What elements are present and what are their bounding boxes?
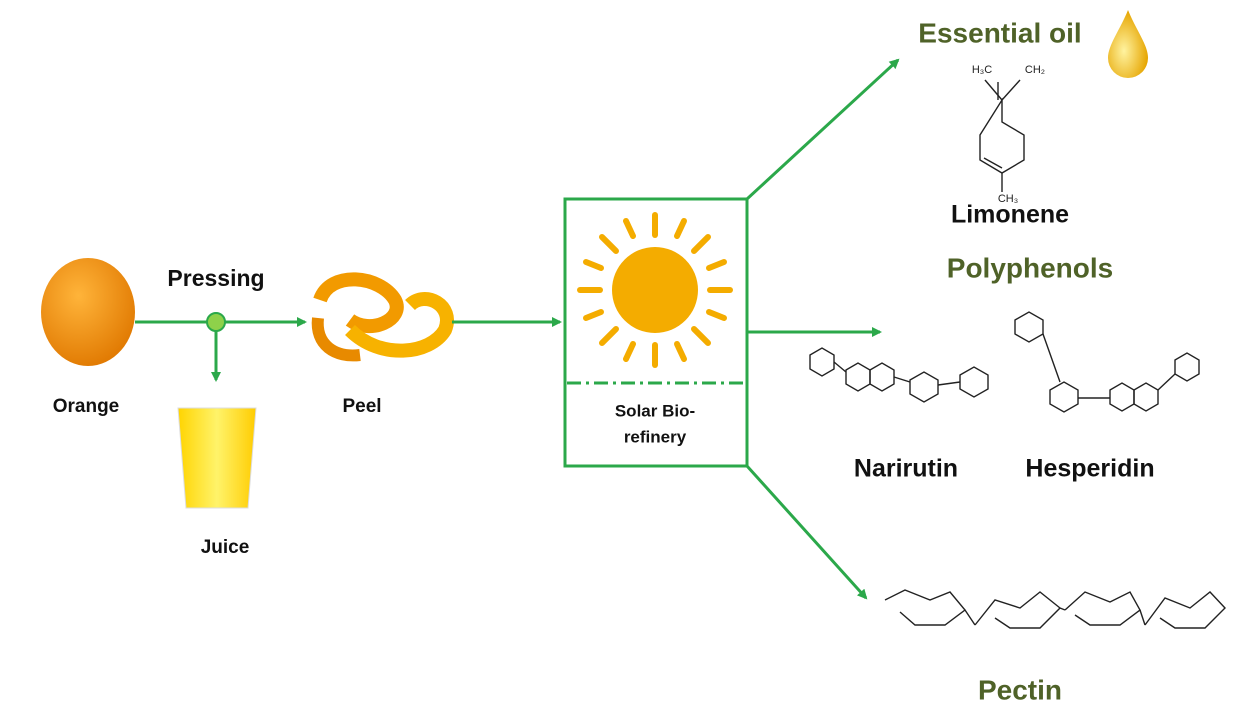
oil-drop-icon	[1108, 10, 1148, 78]
peel-label: Peel	[342, 396, 381, 417]
limonene-structure	[980, 80, 1024, 192]
atom-label: H₃C	[972, 64, 992, 76]
product-title: Essential oil	[918, 17, 1081, 48]
compound-label: Hesperidin	[1025, 455, 1154, 483]
diagram: Orange Pressing Juice Peel Solar Bio- re…	[0, 0, 1251, 712]
compound-label: Limonene	[951, 201, 1069, 229]
peel-icon	[318, 279, 447, 355]
product-title: Pectin	[978, 674, 1062, 705]
pressing-label: Pressing	[167, 265, 264, 291]
product-title: Polyphenols	[947, 252, 1113, 283]
atom-label: CH₂	[1025, 64, 1045, 76]
sun-icon	[580, 215, 730, 365]
arrow	[747, 466, 866, 598]
juice-label: Juice	[201, 537, 250, 558]
orange-label: Orange	[53, 396, 120, 417]
pectin-structure	[885, 590, 1225, 628]
juice-icon	[178, 408, 256, 508]
orange-icon	[41, 258, 135, 366]
biorefinery-label: Solar Bio-	[615, 401, 695, 420]
biorefinery-label: refinery	[624, 427, 687, 446]
compound-label: Narirutin	[854, 455, 958, 483]
arrow	[747, 60, 898, 199]
polyphenol-structures	[810, 312, 1199, 412]
split-node	[207, 313, 225, 331]
